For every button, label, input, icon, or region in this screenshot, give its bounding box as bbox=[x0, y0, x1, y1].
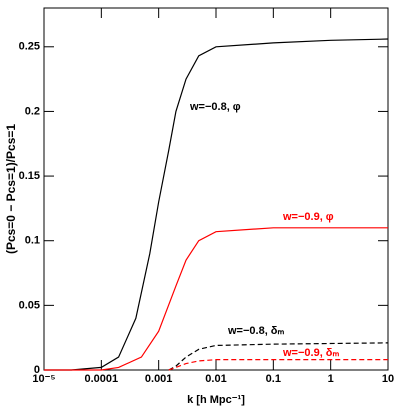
y-tick-label: 0.25 bbox=[19, 41, 40, 53]
x-tick-label: 0.1 bbox=[266, 373, 281, 385]
series-label: w=−0.8, φ bbox=[189, 101, 241, 113]
series-line bbox=[168, 342, 389, 371]
series-line bbox=[168, 359, 388, 371]
y-tick-label: 0.15 bbox=[19, 170, 40, 182]
x-tick-label: 10⁻⁵ bbox=[32, 373, 55, 385]
y-tick-label: 0.05 bbox=[19, 299, 40, 311]
y-tick-label: 0.1 bbox=[25, 235, 40, 247]
series-line bbox=[44, 227, 388, 371]
x-tick-label: 0.0001 bbox=[85, 373, 119, 385]
y-axis-label: (Pcs=0 − Pcs=1)/Pcs=1 bbox=[4, 124, 18, 254]
x-tick-label: 0.001 bbox=[145, 373, 173, 385]
series-line bbox=[44, 38, 389, 371]
series-label: w=−0.9, φ bbox=[282, 211, 334, 223]
x-tick-label: 0.01 bbox=[205, 373, 226, 385]
series-label: w=−0.8, δₘ bbox=[227, 325, 284, 337]
plot-frame bbox=[43, 7, 389, 371]
x-tick-label: 10 bbox=[382, 373, 394, 385]
y-tick-label: 0.2 bbox=[25, 105, 40, 117]
series-label: w=−0.9, δₘ bbox=[282, 347, 339, 359]
x-axis-label: k [h Mpc⁻¹] bbox=[187, 394, 245, 406]
y-tick-label: 0 bbox=[34, 364, 40, 376]
x-tick-label: 1 bbox=[328, 373, 334, 385]
